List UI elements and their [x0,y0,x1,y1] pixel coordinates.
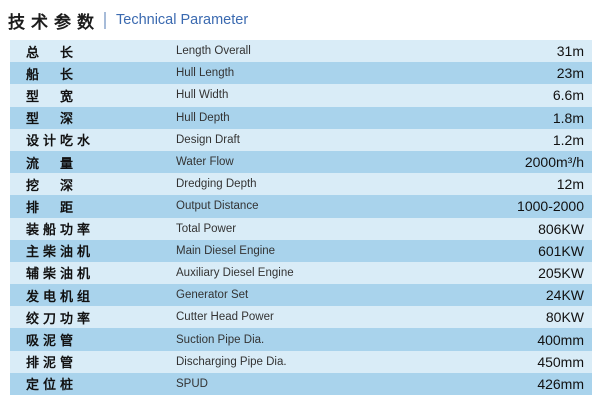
param-value: 205KW [538,264,584,281]
param-label-english: SPUD [176,377,208,390]
param-label-english: Cutter Head Power [176,311,274,324]
param-value: 24KW [545,287,584,304]
param-label-english: Total Power [176,222,237,235]
page-header: 技术参数 Technical Parameter [0,0,600,34]
param-label-english: Dredging Depth [176,178,257,191]
table-row: 吸泥管 Suction Pipe Dia. 400mm [10,328,592,351]
table-row: 挖 深 Dredging Depth 12m [10,173,592,196]
param-label-chinese: 绞刀功率 [26,310,95,326]
param-value: 1000-2000 [517,198,584,215]
page-title-chinese: 技术参数 [8,12,100,32]
param-value: 23m [556,65,584,82]
param-value: 31m [556,43,584,60]
table-row: 辅柴油机 Auxiliary Diesel Engine 205KW [10,261,592,285]
table-row: 型 宽 Hull Width 6.6m [10,84,592,107]
table-row: 型 深 Hull Depth 1.8m [10,106,592,129]
parameter-table: 总 长 Length Overall 31m 船 长 Hull Length 2… [10,40,592,395]
param-label-chinese: 定位桩 [26,377,78,393]
param-value: 1.8m [552,109,584,126]
param-value: 601KW [538,242,584,259]
param-label-english: Auxiliary Diesel Engine [176,266,294,279]
table-row: 发电机组 Generator Set 24KW [10,284,592,307]
table-row: 绞刀功率 Cutter Head Power 80KW [10,306,592,329]
param-label-chinese: 吸泥管 [26,333,78,349]
param-label-chinese: 主柴油机 [26,244,95,260]
param-value: 400mm [537,331,584,348]
table-row: 排泥管 Discharging Pipe Dia. 450mm [10,350,592,373]
param-label-english: Suction Pipe Dia. [176,333,265,346]
table-row: 主柴油机 Main Diesel Engine 601KW [10,239,592,262]
param-value: 1.2m [552,131,584,148]
param-value: 450mm [537,353,584,370]
param-label-chinese: 船 长 [26,66,78,82]
param-value: 80KW [545,309,584,326]
param-label-english: Generator Set [176,289,249,302]
param-value: 12m [556,176,584,193]
param-label-english: Water Flow [176,156,234,169]
table-row: 装船功率 Total Power 806KW [10,217,592,240]
table-row: 排 距 Output Distance 1000-2000 [10,195,592,218]
title-separator-bar [104,11,106,29]
param-label-chinese: 排 距 [26,199,78,215]
param-label-english: Discharging Pipe Dia. [176,355,287,368]
param-label-english: Design Draft [176,133,240,146]
param-value: 2000m³/h [524,154,584,171]
param-label-english: Hull Width [176,89,229,102]
param-label-chinese: 装船功率 [26,222,95,238]
param-value: 806KW [538,220,584,237]
page-title-english: Technical Parameter [116,12,249,28]
param-label-chinese: 排泥管 [26,355,78,371]
param-value: 426mm [537,375,584,392]
param-label-chinese: 型 深 [26,111,78,127]
param-label-english: Output Distance [176,200,259,213]
param-label-english: Hull Depth [176,111,230,124]
param-label-chinese: 辅柴油机 [26,266,95,282]
param-label-english: Main Diesel Engine [176,244,276,257]
param-label-chinese: 型 宽 [26,88,78,104]
param-label-english: Length Overall [176,45,251,58]
table-row: 流 量 Water Flow 2000m³/h [10,150,592,174]
param-value: 6.6m [552,87,584,104]
table-row: 总 长 Length Overall 31m [10,40,592,63]
param-label-chinese: 挖 深 [26,177,78,193]
table-row: 船 长 Hull Length 23m [10,62,592,85]
param-label-chinese: 设计吃水 [26,133,95,149]
param-label-chinese: 发电机组 [26,288,95,304]
param-label-chinese: 总 长 [26,44,78,60]
param-label-chinese: 流 量 [26,155,78,171]
table-row: 设计吃水 Design Draft 1.2m [10,128,592,151]
param-label-english: Hull Length [176,67,235,80]
table-row: 定位桩 SPUD 426mm [10,372,592,395]
